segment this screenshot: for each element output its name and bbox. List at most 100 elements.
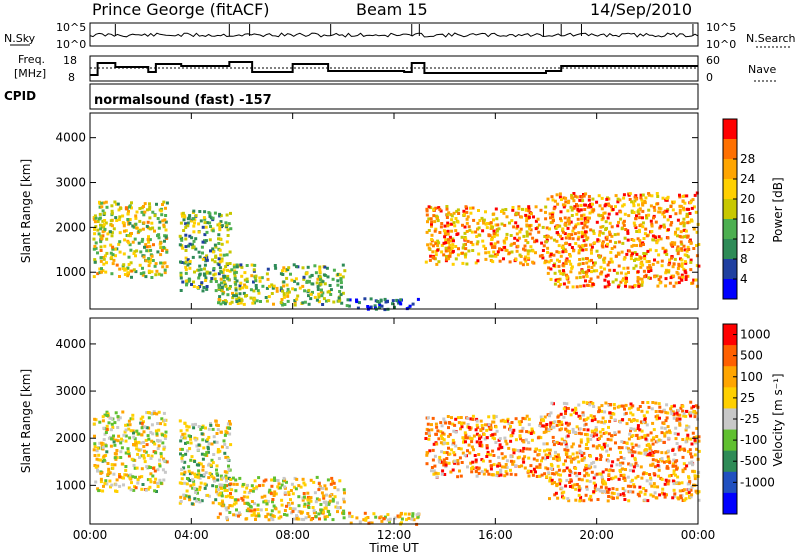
data-cell: [681, 409, 685, 413]
data-cell: [464, 433, 468, 437]
data-cell: [651, 442, 655, 446]
data-cell: [145, 465, 149, 469]
data-cell: [631, 413, 635, 417]
data-cell: [295, 514, 298, 518]
data-cell: [660, 451, 664, 455]
data-cell: [436, 239, 440, 243]
data-cell: [603, 211, 607, 215]
data-cell: [635, 244, 639, 247]
data-cell: [508, 221, 511, 225]
data-cell: [209, 249, 212, 253]
data-cell: [647, 276, 651, 280]
data-cell: [634, 264, 638, 268]
data-cell: [427, 431, 431, 435]
data-cell: [102, 223, 106, 227]
data-cell: [180, 238, 184, 242]
data-cell: [459, 447, 463, 451]
data-cell: [583, 418, 587, 422]
data-cell: [485, 444, 489, 448]
data-cell: [476, 227, 479, 231]
data-cell: [265, 299, 269, 303]
data-cell: [675, 411, 679, 415]
data-cell: [609, 403, 613, 406]
data-cell: [317, 482, 321, 486]
data-cell: [678, 211, 682, 215]
data-cell: [501, 456, 505, 460]
data-cell: [456, 475, 460, 479]
data-cell: [184, 279, 188, 283]
data-cell: [112, 440, 116, 444]
data-cell: [258, 276, 262, 280]
data-cell: [692, 247, 696, 250]
data-cell: [678, 419, 682, 423]
colorbar-tick-label: 16: [740, 212, 755, 226]
data-cell: [633, 456, 637, 460]
cpid-text: normalsound (fast) -157: [94, 93, 272, 108]
data-cell: [113, 443, 117, 447]
y-tick-label: 1000: [55, 478, 86, 492]
data-cell: [503, 245, 507, 249]
data-cell: [570, 196, 574, 200]
data-cell: [628, 489, 632, 493]
data-cell: [138, 219, 142, 223]
data-cell: [602, 258, 606, 262]
data-cell: [302, 504, 306, 508]
data-cell: [98, 212, 102, 216]
data-cell: [164, 434, 168, 438]
data-cell: [559, 420, 563, 424]
data-cell: [181, 246, 185, 250]
data-cell: [541, 249, 545, 252]
data-cell: [221, 504, 225, 508]
data-cell: [537, 474, 541, 478]
data-cell: [435, 442, 439, 446]
data-cell: [511, 462, 515, 466]
data-cell: [586, 440, 590, 444]
data-cell: [100, 444, 104, 448]
data-cell: [182, 493, 186, 497]
data-cell: [611, 460, 615, 464]
data-cell: [317, 295, 321, 299]
data-cell: [469, 436, 472, 440]
data-cell: [584, 418, 588, 421]
data-cell: [550, 220, 554, 224]
data-cell: [132, 435, 136, 439]
power-data: [92, 191, 701, 312]
data-cell: [646, 401, 650, 404]
data-cell: [668, 258, 672, 262]
data-cell: [312, 511, 316, 515]
data-cell: [468, 427, 472, 431]
data-cell: [131, 240, 135, 244]
data-cell: [204, 426, 207, 430]
data-cell: [192, 209, 196, 213]
data-cell: [110, 463, 114, 467]
data-cell: [289, 272, 292, 276]
data-cell: [444, 463, 448, 467]
data-cell: [321, 486, 325, 490]
data-cell: [433, 454, 437, 458]
data-cell: [464, 242, 467, 246]
data-cell: [592, 269, 596, 273]
data-cell: [642, 420, 646, 424]
data-cell: [280, 289, 284, 293]
data-cell: [148, 216, 152, 220]
data-cell: [695, 284, 699, 288]
data-cell: [694, 210, 698, 214]
data-cell: [217, 272, 221, 276]
data-cell: [139, 441, 143, 445]
data-cell: [584, 243, 588, 247]
data-cell: [456, 416, 460, 420]
data-cell: [472, 434, 476, 438]
data-cell: [558, 269, 562, 273]
data-cell: [453, 423, 457, 427]
data-cell: [104, 444, 108, 448]
data-cell: [378, 303, 382, 307]
data-cell: [442, 417, 446, 421]
data-cell: [552, 207, 556, 211]
data-cell: [158, 458, 162, 462]
data-cell: [112, 434, 115, 438]
data-cell: [653, 258, 656, 262]
data-cell: [223, 483, 227, 487]
data-cell: [652, 436, 656, 440]
data-cell: [544, 217, 548, 221]
data-cell: [547, 428, 551, 432]
